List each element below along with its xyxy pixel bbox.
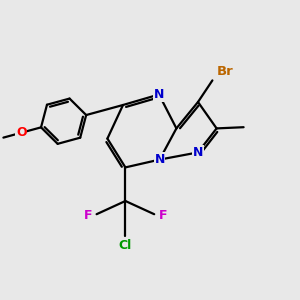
Text: F: F: [159, 209, 167, 222]
Text: N: N: [154, 153, 165, 166]
Text: F: F: [84, 209, 92, 222]
Text: Cl: Cl: [119, 239, 132, 252]
Text: N: N: [193, 146, 203, 159]
Text: N: N: [154, 88, 164, 101]
Text: O: O: [16, 126, 27, 139]
Text: Br: Br: [217, 65, 234, 78]
